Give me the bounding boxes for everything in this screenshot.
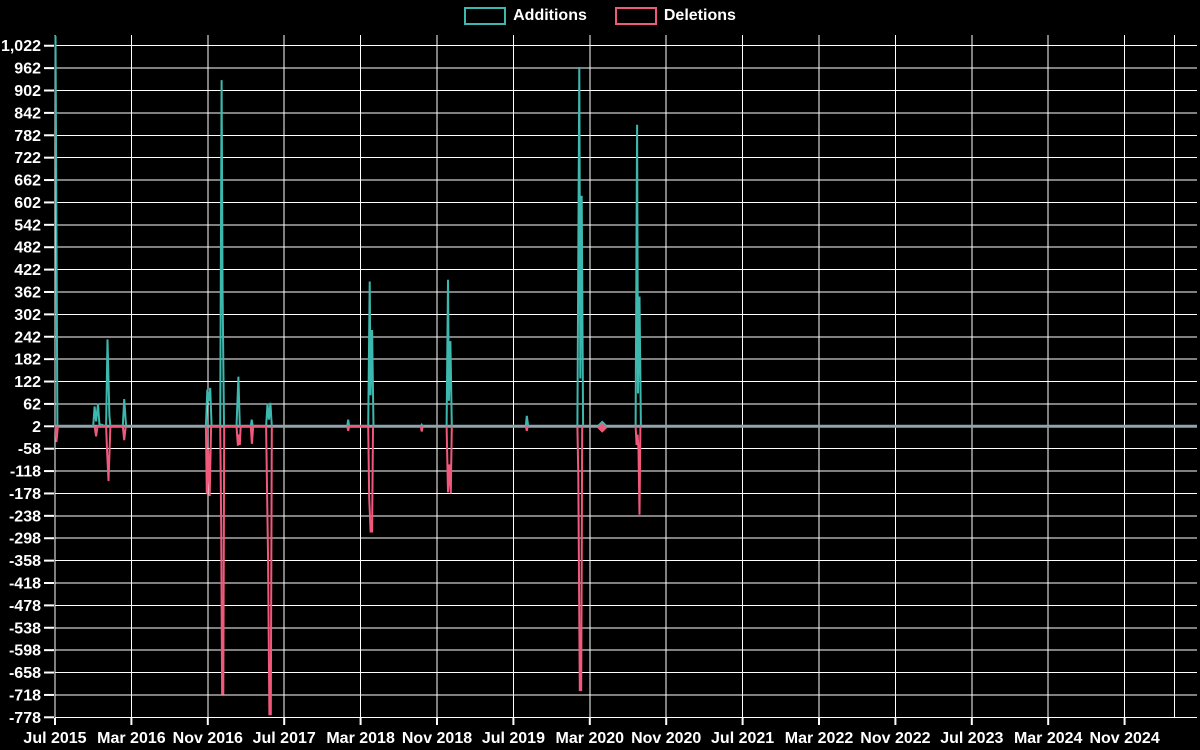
horizontal-gridlines — [55, 45, 1197, 718]
additions-swatch-icon — [464, 7, 507, 25]
legend: Additions Deletions — [0, 7, 1200, 25]
y-tick-label: 782 — [14, 128, 41, 145]
x-tick-label: Mar 2022 — [785, 730, 854, 747]
y-tick-label: 302 — [14, 307, 41, 324]
y-tick-label: -478 — [9, 598, 41, 615]
y-tick-label: -598 — [9, 643, 41, 660]
y-tick-label: -178 — [9, 486, 41, 503]
series-line — [204, 80, 273, 428]
y-tick-label: 722 — [14, 150, 41, 167]
legend-label-deletions: Deletions — [663, 7, 736, 24]
legend-item-additions[interactable]: Additions — [464, 7, 587, 25]
deletions-swatch-icon — [614, 7, 657, 25]
series-line — [346, 425, 374, 533]
y-tick-label: 602 — [14, 195, 41, 212]
y-tick-label: -358 — [9, 553, 41, 570]
y-tick-label: 902 — [14, 83, 41, 100]
y-tick-label: 242 — [14, 329, 41, 346]
diamond-marker-deletions — [597, 422, 608, 433]
y-tick-label: 62 — [23, 396, 41, 413]
y-tick-label: -298 — [9, 531, 41, 548]
y-tick-label: -718 — [9, 687, 41, 704]
y-tick-label: 1,022 — [1, 38, 41, 55]
x-tick-label: Nov 2018 — [402, 730, 472, 747]
series-additions — [54, 35, 642, 428]
series-line — [419, 422, 424, 427]
series-line — [54, 426, 59, 443]
series-line — [445, 279, 453, 427]
y-tick-label: -658 — [9, 665, 41, 682]
legend-item-deletions[interactable]: Deletions — [614, 7, 736, 25]
y-tick-label: 182 — [14, 352, 41, 369]
series-line — [576, 66, 585, 427]
y-tick-label: 482 — [14, 240, 41, 257]
series-line — [524, 426, 529, 432]
x-tick-label: Nov 2020 — [631, 730, 701, 747]
series-deletions — [54, 425, 642, 716]
series-line — [445, 426, 453, 494]
isolated-point-markers — [597, 420, 608, 433]
x-axis-ticks — [54, 718, 1126, 725]
x-tick-label: Mar 2020 — [556, 730, 625, 747]
series-line — [93, 425, 127, 482]
y-tick-label: -538 — [9, 620, 41, 637]
x-axis-labels: Jul 2015 Mar 2016 Nov 2016 Jul 2017 Mar 2018… — [23, 730, 1159, 747]
y-tick-label: 2 — [32, 419, 41, 436]
x-tick-label: Mar 2018 — [326, 730, 395, 747]
x-tick-label: Jul 2017 — [253, 730, 316, 747]
vertical-gridlines — [54, 35, 1175, 718]
series-line — [92, 339, 128, 428]
y-tick-label: 362 — [14, 284, 41, 301]
x-tick-label: Nov 2024 — [1089, 730, 1159, 747]
y-tick-label: 962 — [14, 61, 41, 78]
series-line — [346, 281, 375, 428]
x-tick-label: Nov 2016 — [173, 730, 243, 747]
y-tick-label: 422 — [14, 262, 41, 279]
y-tick-label: -118 — [10, 464, 41, 481]
y-tick-label: 842 — [14, 105, 41, 122]
y-axis-labels: 1,022 962 902 842 782 722 662 602 542 482 422 362 30… — [1, 38, 41, 727]
y-axis-ticks — [44, 44, 54, 719]
x-tick-label: Mar 2016 — [97, 730, 166, 747]
x-tick-label: Nov 2022 — [860, 730, 930, 747]
y-tick-label: -58 — [18, 441, 41, 458]
y-tick-label: 542 — [14, 217, 41, 234]
y-tick-label: 122 — [14, 374, 41, 391]
series-line — [204, 425, 273, 716]
x-tick-label: Jul 2021 — [711, 730, 774, 747]
series-line — [576, 426, 584, 692]
series-line — [634, 124, 642, 427]
x-tick-label: Jul 2019 — [482, 730, 545, 747]
y-tick-label: -238 — [9, 508, 41, 525]
y-tick-label: -418 — [9, 576, 41, 593]
series-line — [419, 426, 424, 432]
x-tick-label: Mar 2024 — [1014, 730, 1083, 747]
y-tick-label: -778 — [9, 710, 41, 727]
series-line — [524, 415, 530, 427]
x-tick-label: Jul 2023 — [940, 730, 1003, 747]
x-tick-label: Jul 2015 — [23, 730, 86, 747]
series-line — [634, 426, 642, 515]
series-line — [54, 35, 59, 427]
legend-label-additions: Additions — [513, 7, 587, 24]
y-tick-label: 662 — [14, 173, 41, 190]
